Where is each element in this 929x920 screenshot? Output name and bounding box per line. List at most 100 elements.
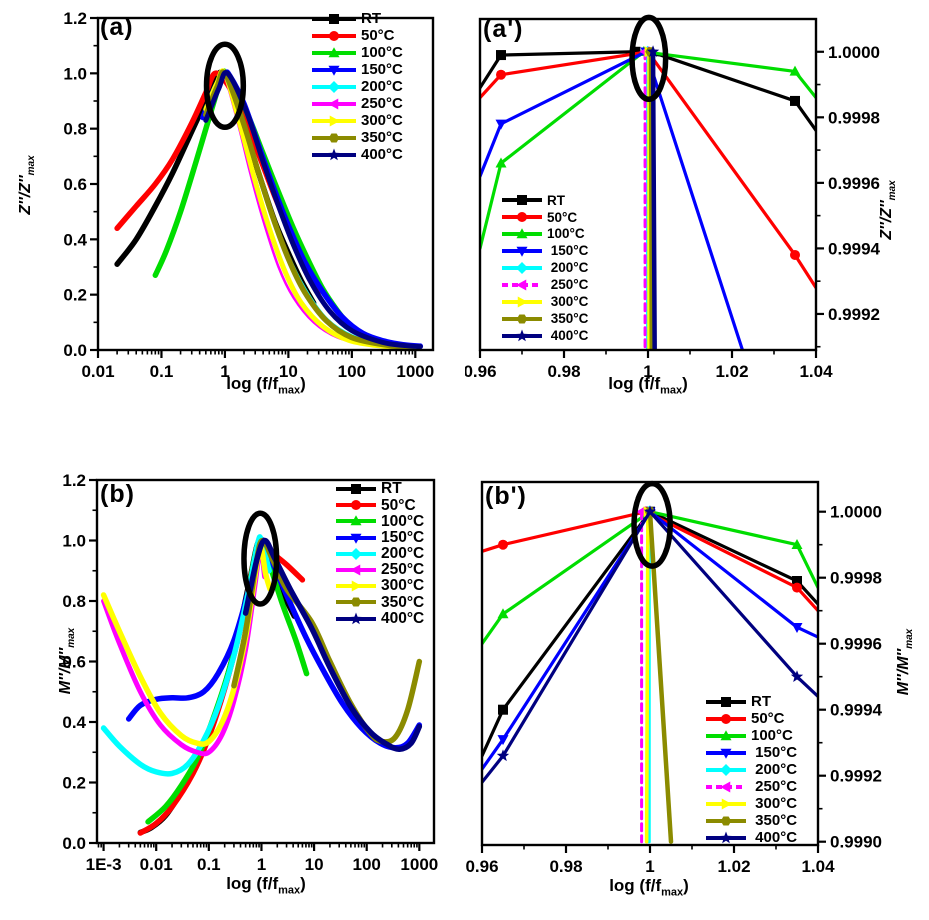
legend-item-RT: RT [706,693,797,710]
legend-label: 400°C [361,146,403,163]
legend-item-200°C: 200°C [312,78,403,95]
panel-b-prime-legend: RT 50°C 100°C 150°C 200°C 250°C 300°C 350°… [706,693,797,846]
legend-item-100°C: 100°C [706,727,797,744]
circle-marker [792,582,802,593]
legend-label: 400°C [381,609,425,627]
x-tick-label: 0.96 [465,362,497,381]
panel-b-xlabel: log (f/fmax) [226,874,306,896]
x-tick-label: 1 [257,855,266,874]
legend-key-icon [502,314,542,324]
legend-label: 250°C [361,95,403,112]
series-curve-400°C [650,49,657,350]
legend-key-icon [312,148,356,160]
legend-key-icon [312,80,356,93]
square-marker [329,13,339,24]
y-tick-label: 1.2 [63,9,87,28]
legend-item-350°C: 350°C [706,812,797,829]
panel-b-chart: 1E-3 0.01 0.1 1 10 100 1000 0.0 0.2 0.4 0.6 0.8 1.0 1… [0,450,465,920]
ylabel-text: Z″/Z″ [877,200,895,240]
legend-label: 150°C [361,61,403,78]
panel-b-prime: 0.96 0.98 1 1.02 1.04 1.0000 0.9998 0.9996 0.999… [465,450,929,920]
legend-label: 350°C [381,593,425,611]
y-tick-label: 0.6 [63,175,87,194]
panel-a-prime-legend: RT 50°C 100°C 150°C 200°C 250°C 300°C 350°… [502,192,588,344]
triangle-left-marker [350,564,361,576]
chart-svg-ap: 0.96 0.98 1 1.02 1.04 1.0000 0.9998 0.9996 0.999… [463,14,881,381]
series-curve-350°C [648,49,654,350]
legend-item-400°C: 400°C [502,327,588,344]
legend-label: 350°C [751,812,798,829]
hexagon-marker [350,597,362,607]
panel-a: 0.01 0.1 1 10 100 1000 0.0 0.2 0.4 0.6 0.8 1.0 1.2 (… [0,0,465,450]
legend-key-icon [336,580,376,592]
x-tick-label: 100 [353,855,381,874]
xlabel-subscript: max [661,886,684,899]
xlabel-text: log (f/f [226,374,279,393]
series-curve-400°C [203,70,423,350]
x-tick-label: 0.01 [140,855,173,874]
chart-svg-bp: 0.96 0.98 1 1.02 1.04 1.0000 0.9998 0.9996 0.999… [465,480,883,876]
y-tick-label: 0.8 [62,592,86,611]
triangle-right-marker [517,296,528,308]
y-tick-label: 0.2 [62,774,86,793]
legend-label: 150°C [547,243,589,259]
legend-key-icon [706,729,746,740]
triangle-down-marker [791,622,803,633]
legend-key-icon [502,329,542,341]
star-marker [643,505,657,517]
triangle-left-marker [328,98,339,109]
legend-item-200°C: 200°C [706,761,797,778]
star-marker [496,749,510,762]
square-marker [721,696,731,707]
legend-item-50°C: 50°C [312,27,403,44]
legend-item-350°C: 350°C [336,594,424,610]
legend-key-icon [312,46,356,57]
hexagon-marker [720,815,732,826]
legend-label: 300°C [751,795,798,812]
legend-item-300°C: 300°C [312,112,403,129]
panel-a-prime-ylabel: Z″/Z″max [878,180,898,239]
legend-label: 350°C [361,129,403,146]
xlabel-subscript: max [278,884,301,897]
x-tick-label: 1.02 [717,857,750,876]
xlabel-close: ) [300,374,306,393]
hexagon-marker [516,314,528,324]
square-marker [498,704,508,715]
circle-marker [517,212,527,223]
diamond-marker [516,262,528,274]
legend-key-icon [706,781,746,792]
x-tick-label: 1.04 [799,362,833,381]
x-tick-label: 0.1 [197,855,221,874]
legend-item-100°C: 100°C [502,226,588,243]
triangle-up-marker [789,65,801,76]
y-tick-label: 0.9998 [830,569,882,588]
legend-label: 50°C [381,496,416,514]
legend-key-icon [336,612,376,624]
chart-svg-a: 0.01 0.1 1 10 100 1000 0.0 0.2 0.4 0.6 0.8 1.0 1.2 [63,9,434,381]
legend-item-50°C: 50°C [706,710,797,727]
legend-label: RT [751,693,771,710]
legend-item-RT: RT [336,481,424,497]
legend-item-400°C: 400°C [312,146,403,163]
circle-marker [790,249,800,260]
y-tick-label: 0.9998 [828,108,880,127]
x-tick-label: 1000 [400,855,438,874]
square-marker [351,484,361,495]
legend-key-icon [706,798,746,809]
circle-marker [351,500,361,511]
x-tick-label: 1 [643,362,652,381]
panel-a-ylabel: Z″/Z″max [17,155,37,214]
xlabel-subscript: max [660,384,683,397]
triangle-up-marker [791,538,803,549]
legend-label: 400°C [547,327,589,343]
series-curve-400°C [242,537,423,752]
circle-marker [329,30,339,41]
y-tick-label: 0.9994 [828,239,881,258]
y-tick-label: 0.9990 [830,833,882,852]
xlabel-close: ) [300,874,306,893]
legend-key-icon [336,515,376,526]
xlabel-close: ) [683,876,689,895]
legend-key-icon [312,13,356,24]
xlabel-text: log (f/f [226,874,279,893]
y-tick-label: 1.0000 [828,43,880,62]
